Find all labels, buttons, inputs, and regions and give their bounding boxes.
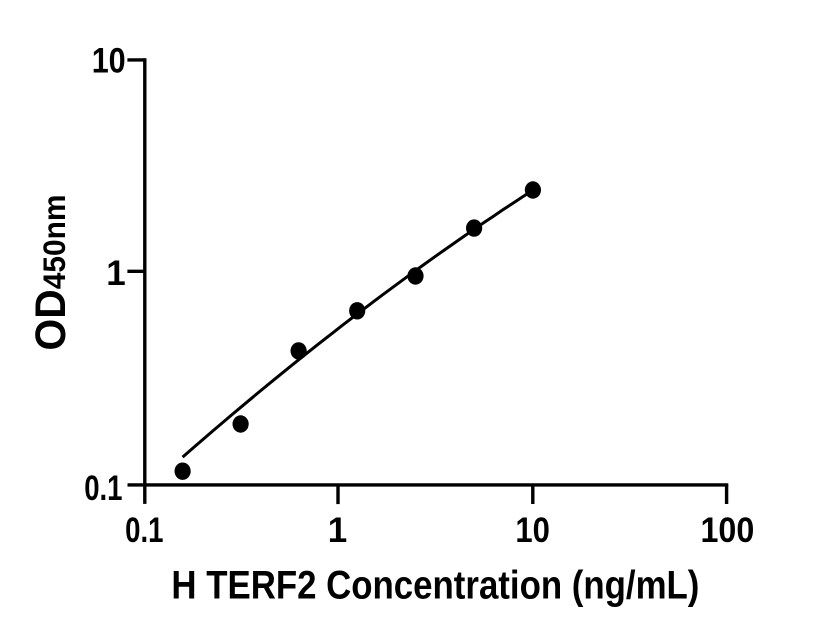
svg-text:0.1: 0.1 <box>125 511 163 550</box>
svg-text:100: 100 <box>701 511 755 550</box>
svg-text:10: 10 <box>92 41 126 80</box>
svg-text:10: 10 <box>515 511 550 550</box>
svg-text:H TERF2 Concentration (ng/mL): H TERF2 Concentration (ng/mL) <box>171 563 699 607</box>
svg-text:1: 1 <box>328 511 347 550</box>
svg-text:1: 1 <box>106 254 125 293</box>
svg-text:OD450nm: OD450nm <box>27 195 75 351</box>
svg-text:0.1: 0.1 <box>84 469 122 508</box>
